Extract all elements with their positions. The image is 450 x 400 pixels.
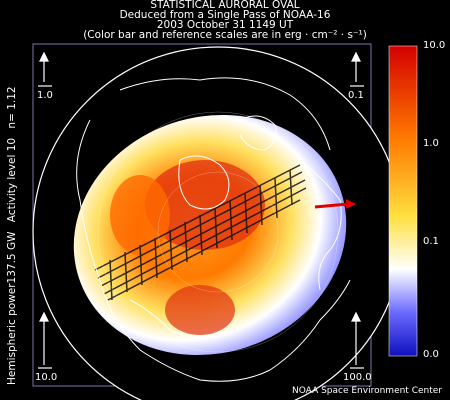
n-value-label: n= 1.12: [6, 86, 18, 128]
sun-direction-arrow: [314, 199, 356, 209]
title-line-1: STATISTICAL AURORAL OVAL: [150, 0, 300, 11]
ref-label-bottom-right: 100.0: [343, 372, 372, 383]
satellite-pass-swath: [94, 164, 307, 301]
coastlines: [76, 77, 351, 382]
ref-label-top-left: 1.0: [37, 90, 53, 101]
auroral-hotspot-south: [165, 285, 235, 335]
auroral-hotspot-west: [110, 175, 170, 255]
activity-level-label: Activity level 10: [6, 138, 18, 222]
reference-scale-top-right: [350, 51, 364, 87]
graticule: [97, 111, 339, 353]
reference-scale-bottom-left: [38, 311, 52, 369]
auroral-hotspot-north: [145, 160, 265, 250]
title-block: STATISTICAL AURORAL OVAL Deduced from a …: [0, 0, 450, 40]
title-line-4: (Color bar and reference scales are in e…: [83, 29, 367, 41]
ref-label-bottom-left: 10.0: [35, 372, 57, 383]
ref-label-top-right: 0.1: [348, 90, 364, 101]
colorbar-label-1: 1.0: [423, 138, 439, 149]
title-line-3: 2003 October 31 1149 UT: [156, 19, 294, 31]
title-line-2: Deduced from a Single Pass of NOAA-16: [119, 9, 331, 21]
hemispheric-power-label: Hemispheric power137.5 GW: [6, 231, 18, 385]
colorbar-label-max: 10.0: [423, 40, 446, 51]
credit-text: NOAA Space Environment Center: [292, 386, 442, 396]
reference-scale-bottom-right: [350, 311, 364, 369]
colorbar-label-01: 0.1: [423, 236, 439, 247]
reference-scale-top-left: [38, 51, 52, 87]
colorbar-label-min: 0.0: [423, 349, 439, 360]
side-label: Hemispheric power137.5 GW Activity level…: [6, 86, 18, 385]
colorbar: [388, 45, 418, 357]
